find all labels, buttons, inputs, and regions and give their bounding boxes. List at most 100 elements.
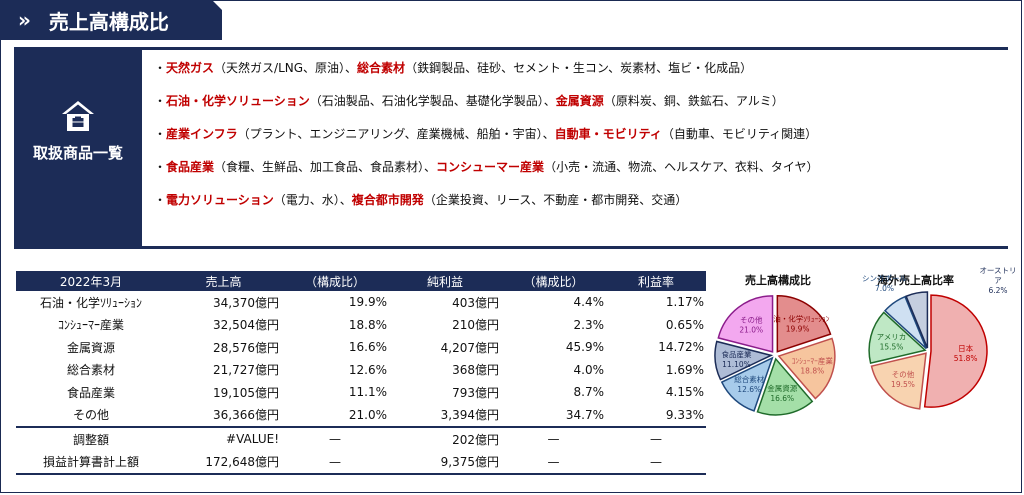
pie-slice — [756, 357, 814, 416]
table-row: その他 36,366億円 21.0% 3,394億円 34.7% 9.33% — [16, 404, 706, 428]
sales-cell: 172,648億円 — [166, 450, 281, 475]
pie-slice — [868, 311, 927, 365]
bullet: ・ — [154, 193, 167, 207]
table-header-row: 2022年3月 売上高 （構成比） 純利益 （構成比） 利益率 — [16, 271, 706, 291]
category-name: コンシューマー産業 — [436, 160, 545, 174]
bullet: ・ — [154, 61, 167, 75]
table-row: 総合素材 21,727億円 12.6% 368億円 4.0% 1.69% — [16, 359, 706, 382]
total-row: 損益計算書計上額 172,648億円 — 9,375億円 — — — [16, 450, 706, 475]
sales-share-cell: — — [281, 426, 389, 451]
pie-slice — [905, 291, 929, 349]
sales-share-cell: — — [281, 450, 389, 475]
pie-slice-label: ｺﾝｼｭｰﾏｰ産業 18.8% — [792, 355, 834, 375]
category-name: 石油・化学ソリューション — [166, 94, 310, 108]
product-list-sidebar: 取扱商品一覧 — [14, 50, 142, 246]
pie-slice-label: アメリカ 15.5% — [877, 333, 907, 352]
product-list-label: 取扱商品一覧 — [32, 144, 123, 162]
column-header: 2022年3月 — [16, 271, 166, 291]
segment-cell: 食品産業 — [66, 385, 115, 400]
segment-cell: ｺﾝｼｭｰﾏｰ産業 — [57, 318, 124, 333]
pie-outer-label: オーストリア 6.2% — [979, 266, 1017, 295]
pie-slice-label: その他 21.0% — [739, 314, 763, 334]
category-name: 産業インフラ — [166, 127, 238, 141]
segment-cell: その他 — [72, 408, 109, 423]
product-line: ・天然ガス（天然ガス/LNG、原油）、総合素材（鉄鋼製品、硅砂、セメント・生コン… — [154, 59, 752, 76]
sales-share-cell: 18.8% — [348, 317, 387, 332]
profit-cell: 368億円 — [452, 363, 499, 378]
table-row: 石油・化学ｿﾘｭｰｼｮﾝ 34,370億円 19.9% 403億円 4.4% 1… — [16, 291, 706, 314]
profit-cell: 4,207億円 — [440, 340, 499, 355]
segment-cell: 損益計算書計上額 — [16, 450, 166, 475]
pie-slice-label: その他 19.5% — [891, 369, 915, 389]
category-items: （食糧、生鮮品、加工食品、食品素材）、 — [214, 160, 437, 174]
sales-cell: #VALUE! — [166, 426, 281, 451]
table-row: 食品産業 19,105億円 11.1% 793億円 8.7% 4.15% — [16, 381, 706, 404]
margin-cell: — — [606, 426, 706, 451]
product-line: ・電力ソリューション（電力、水）、複合都市開発（企業投資、リース、不動産・都市開… — [154, 191, 687, 208]
pie-slice — [777, 337, 836, 400]
pie-slice — [720, 356, 774, 412]
product-line: ・石油・化学ソリューション（石油製品、石油化学製品、基礎化学製品）、金属資源（原… — [154, 92, 784, 109]
category-items: （石油製品、石油化学製品、基礎化学製品）、 — [309, 94, 556, 108]
profit-share-cell: 34.7% — [565, 407, 604, 422]
bullet: ・ — [154, 127, 167, 141]
pie-slice — [717, 295, 774, 353]
column-header: （構成比） — [281, 271, 389, 291]
sales-share-cell: 16.6% — [348, 340, 387, 355]
table-row: ｺﾝｼｭｰﾏｰ産業 32,504億円 18.8% 210億円 2.3% 0.65… — [16, 314, 706, 337]
column-header: 利益率 — [606, 271, 706, 291]
segment-cell: 総合素材 — [66, 363, 115, 378]
sales-cell: 32,504億円 — [213, 318, 279, 333]
category-name: 自動車・モビリティ — [554, 127, 662, 141]
category-name: 食品産業 — [166, 160, 215, 174]
category-items: （小売・流通、物流、ヘルスケア、衣料、タイヤ） — [544, 160, 819, 174]
sales-share-cell: 12.6% — [348, 362, 387, 377]
category-items: （企業投資、リース、不動産・都市開発、交通） — [423, 193, 688, 207]
category-items: （天然ガス/LNG、原油）、 — [214, 61, 358, 75]
adjustment-row: 調整額 #VALUE! — 202億円 — — — [16, 426, 706, 451]
category-items: （鉄鋼製品、硅砂、セメント・生コン、炭素材、塩ビ・化成品） — [405, 61, 753, 75]
column-header: 売上高 — [166, 271, 281, 291]
column-header: 純利益 — [389, 271, 501, 291]
sales-cell: 36,366億円 — [213, 408, 279, 423]
sales-cell: 19,105億円 — [213, 385, 279, 400]
office-building-icon — [62, 101, 94, 131]
profit-share-cell: 4.4% — [573, 295, 605, 310]
profit-cell: 202億円 — [389, 426, 501, 451]
segment-cell: 金属資源 — [66, 340, 115, 355]
sales-share-cell: 11.1% — [348, 385, 387, 400]
category-items: （自動車、モビリティ関連） — [661, 127, 818, 141]
product-line: ・食品産業（食糧、生鮮品、加工食品、食品素材）、コンシューマー産業（小売・流通、… — [154, 158, 819, 175]
margin-cell: 14.72% — [658, 340, 704, 355]
segment-cell: 石油・化学ｿﾘｭｰｼｮﾝ — [39, 295, 142, 310]
pie-slice-label: 石油・化学ｿﾘｭｰｼｮﾝ 19.9% — [766, 314, 830, 334]
margin-cell: — — [606, 450, 706, 475]
sales-cell: 34,370億円 — [213, 295, 279, 310]
sales-table: 2022年3月 売上高 （構成比） 純利益 （構成比） 利益率 石油・化学ｿﾘｭ… — [16, 271, 706, 475]
title-bar: » 売上高構成比 — [0, 0, 222, 40]
category-name: 金属資源 — [555, 94, 604, 108]
category-items: （電力、水）、 — [273, 193, 352, 207]
bullet: ・ — [154, 94, 167, 108]
product-list-panel: 取扱商品一覧 ・天然ガス（天然ガス/LNG、原油）、総合素材（鉄鋼製品、硅砂、セ… — [14, 47, 1008, 249]
profit-share-cell: — — [501, 450, 606, 475]
sales-composition-pie: 石油・化学ｿﾘｭｰｼｮﾝ 19.9% ｺﾝｼｭｰﾏｰ産業 18.8% 金属資源 16.6%… — [714, 295, 836, 416]
profit-cell: 793億円 — [452, 385, 499, 400]
pie-slice-label: 総合素材 12.6% — [734, 374, 764, 394]
profit-cell: 210億円 — [452, 318, 499, 333]
category-name: 電力ソリューション — [166, 193, 274, 207]
margin-cell: 9.33% — [665, 407, 704, 422]
pie-slice-label: 日本 51.8% — [954, 343, 978, 363]
category-items: （原料炭、銅、鉄鉱石、アルミ） — [603, 94, 784, 108]
category-items: （プラント、エンジニアリング、産業機械、船舶・宇宙）、 — [237, 127, 555, 141]
sales-share-cell: 21.0% — [348, 407, 387, 422]
profit-cell: 403億円 — [452, 295, 499, 310]
category-name: 天然ガス — [166, 61, 215, 75]
sales-cell: 28,576億円 — [213, 340, 279, 355]
profit-share-cell: 8.7% — [573, 385, 605, 400]
pie-slice — [714, 340, 774, 381]
profit-cell: 3,394億円 — [440, 408, 499, 423]
margin-cell: 4.15% — [665, 385, 704, 400]
margin-cell: 1.17% — [665, 295, 704, 310]
